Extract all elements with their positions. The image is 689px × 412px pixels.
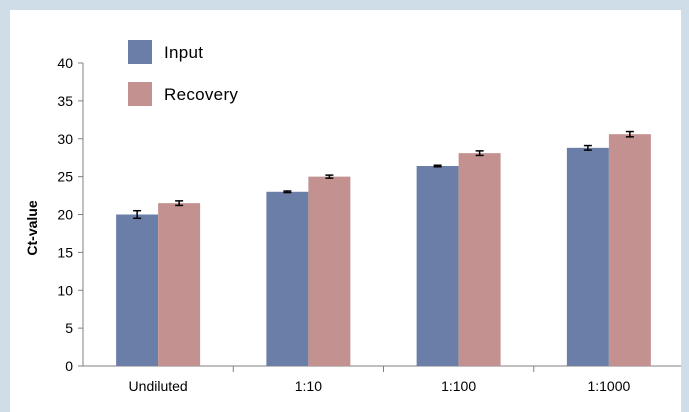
error-bars bbox=[133, 130, 634, 220]
bar-recovery-2 bbox=[458, 153, 501, 366]
y-tick-label: 35 bbox=[57, 93, 73, 109]
y-axis-label: Ct-value bbox=[24, 200, 40, 255]
legend: Input Recovery bbox=[128, 40, 238, 106]
x-tick-label: Undiluted bbox=[129, 378, 188, 394]
x-tick-label: 1:1000 bbox=[587, 378, 630, 394]
bar-recovery-1 bbox=[308, 176, 351, 366]
bar-input-2 bbox=[416, 166, 459, 366]
tick-labels: 0 5 10 15 20 25 30 35 40 Undiluted 1:10 1:100 1:1000 bbox=[57, 55, 630, 394]
bar-recovery-3 bbox=[608, 134, 651, 366]
bar-chart: 0 5 10 15 20 25 30 35 40 Undiluted 1:10 1:100 1:1000… bbox=[24, 40, 681, 394]
chart-panel: 0 5 10 15 20 25 30 35 40 Undiluted 1:10 1:100 1:1000… bbox=[10, 10, 681, 412]
bar-recovery-0 bbox=[158, 203, 201, 366]
bars bbox=[116, 134, 651, 366]
x-tick-label: 1:10 bbox=[295, 378, 322, 394]
legend-label-input: Input bbox=[164, 43, 203, 62]
legend-label-recovery: Recovery bbox=[164, 85, 238, 104]
y-tick-label: 30 bbox=[57, 131, 73, 147]
y-tick-label: 10 bbox=[57, 282, 73, 298]
bar-input-0 bbox=[116, 214, 159, 366]
y-tick-label: 0 bbox=[65, 358, 73, 374]
x-tick-label: 1:100 bbox=[441, 378, 476, 394]
y-tick-label: 20 bbox=[57, 207, 73, 223]
legend-swatch-input bbox=[128, 40, 152, 64]
legend-swatch-recovery bbox=[128, 82, 152, 106]
y-tick-label: 15 bbox=[57, 244, 73, 260]
bar-input-1 bbox=[266, 191, 309, 366]
y-tick-label: 25 bbox=[57, 169, 73, 185]
y-tick-label: 40 bbox=[57, 55, 73, 71]
bar-input-3 bbox=[566, 147, 609, 366]
y-tick-label: 5 bbox=[65, 320, 73, 336]
